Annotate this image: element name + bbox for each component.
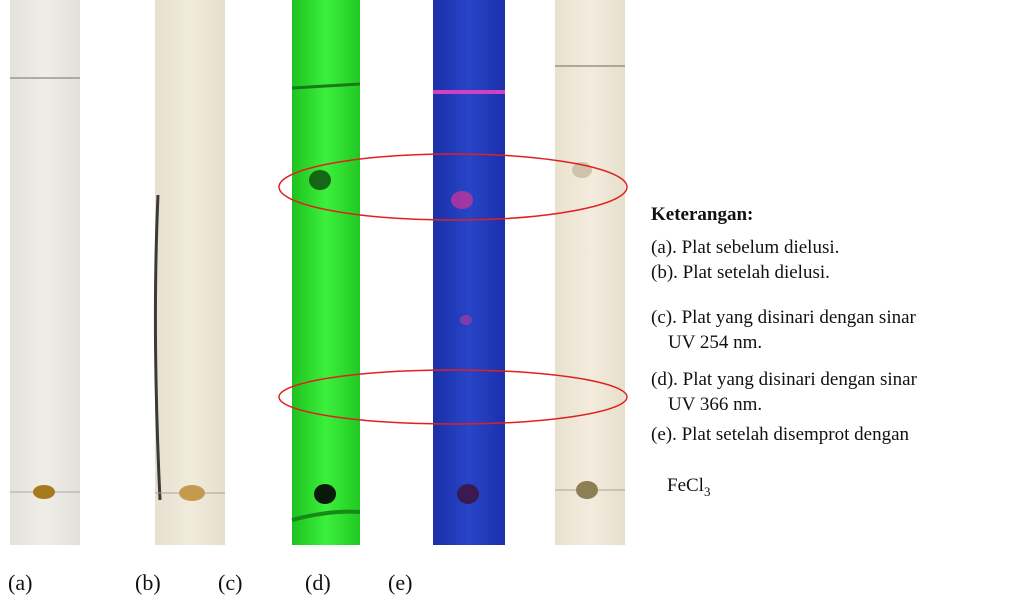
plate-label: (d) bbox=[305, 570, 331, 595]
legend-formula: FeCl3 bbox=[667, 475, 710, 499]
formula-subscript: 3 bbox=[704, 484, 711, 499]
plate-label: (e) bbox=[388, 570, 412, 595]
legend-title: Keterangan: bbox=[651, 204, 753, 225]
figure: Keterangan: FeCl3 (a) (b) (c) (d) (e) (a). Pl… bbox=[0, 0, 1030, 603]
spot bbox=[460, 315, 472, 325]
plate-b bbox=[155, 0, 225, 545]
plate-e bbox=[555, 0, 625, 545]
spot bbox=[451, 191, 473, 209]
legend-line: (a). Plat sebelum dielusi. bbox=[651, 237, 839, 258]
spot bbox=[179, 485, 205, 501]
legend-line: (b). Plat setelah dielusi. bbox=[651, 262, 830, 283]
spot bbox=[33, 485, 55, 499]
spot bbox=[576, 481, 598, 499]
legend-line: UV 366 nm. bbox=[668, 394, 762, 415]
spot bbox=[457, 484, 479, 504]
legend-line: UV 254 nm. bbox=[668, 332, 762, 353]
plate-c bbox=[292, 0, 360, 545]
plates bbox=[10, 0, 625, 545]
plate-label: (a) bbox=[8, 570, 32, 595]
plate-label: (c) bbox=[218, 570, 242, 595]
legend-line: (c). Plat yang disinari dengan sinar bbox=[651, 307, 917, 328]
plate-label: (b) bbox=[135, 570, 161, 595]
legend-line: (d). Plat yang disinari dengan sinar bbox=[651, 369, 918, 390]
formula-base: FeCl bbox=[667, 475, 704, 496]
spot bbox=[309, 170, 331, 190]
plate-a bbox=[10, 0, 80, 545]
spot bbox=[314, 484, 336, 504]
legend-line: (e). Plat setelah disemprot dengan bbox=[651, 424, 910, 445]
plate-d bbox=[433, 0, 505, 545]
